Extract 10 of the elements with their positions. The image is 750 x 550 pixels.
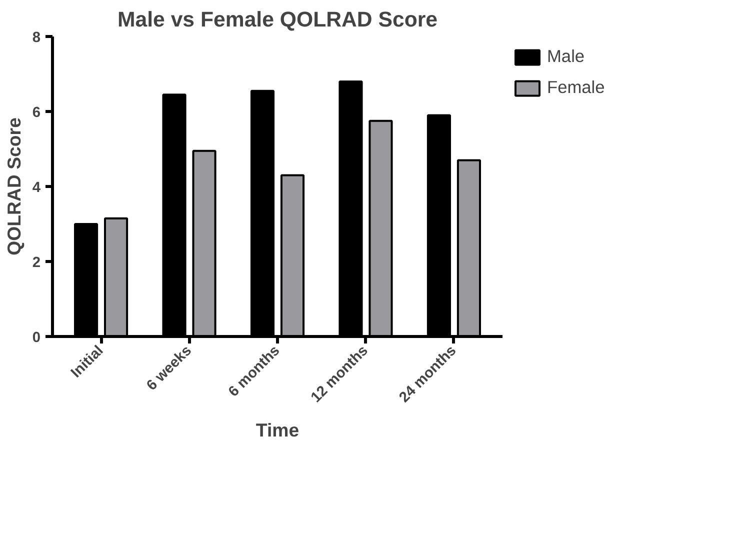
legend-label: Male [547,46,585,67]
y-axis-title: QOLRAD Score [3,118,24,256]
legend-label: Female [547,77,605,98]
y-tick-label: 0 [32,330,41,346]
y-tick-label: 6 [32,105,41,121]
y-tick-label: 8 [32,30,41,46]
y-tick-label: 4 [32,180,42,196]
y-tick-label: 2 [32,255,41,271]
x-axis-title: Time [256,420,300,441]
chart-title: Male vs Female QOLRAD Score [117,8,438,32]
